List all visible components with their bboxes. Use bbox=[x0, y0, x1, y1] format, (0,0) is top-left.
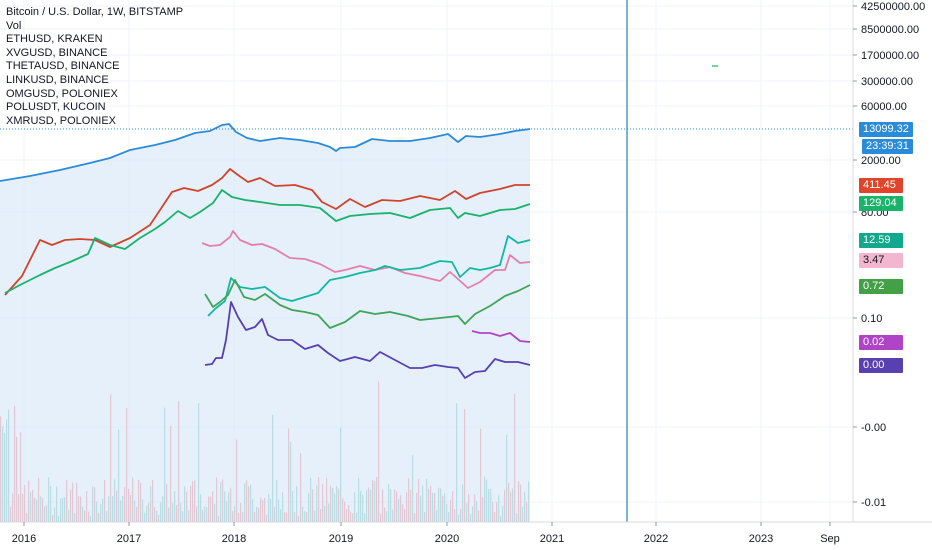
price-badge-omg: 0.72 bbox=[859, 279, 903, 294]
legend-item-vol[interactable]: Vol bbox=[6, 19, 22, 32]
series-line-xmr bbox=[204, 301, 531, 379]
series-line-pol bbox=[471, 330, 531, 343]
y-tick-label: 8500000.00 bbox=[861, 24, 919, 36]
y-tick-label: 0.10 bbox=[861, 313, 882, 325]
x-tick-label: 2017 bbox=[117, 533, 141, 545]
chart-legend: Bitcoin / U.S. Dollar, 1W, BITSTAMP Vol … bbox=[6, 6, 183, 128]
legend-item-ethusd[interactable]: ETHUSD, KRAKEN bbox=[6, 33, 103, 46]
x-tick-label: 2023 bbox=[749, 533, 773, 545]
x-tick-label: 2016 bbox=[12, 533, 36, 545]
y-tick-label: 1700000.00 bbox=[861, 50, 919, 62]
price-badge-btc: 13099.32 bbox=[859, 122, 913, 137]
series-line-theta bbox=[201, 230, 531, 289]
y-tick-label: 42500000.00 bbox=[861, 1, 925, 13]
series-line-xvg bbox=[4, 189, 531, 294]
btc-area-fill bbox=[0, 124, 530, 522]
series-line-link bbox=[207, 235, 531, 317]
y-tick-label: 2000.00 bbox=[861, 155, 901, 167]
x-tick-label: 2019 bbox=[329, 533, 353, 545]
x-tick-label: 2018 bbox=[222, 533, 246, 545]
legend-item-polusdt[interactable]: POLUSDT, KUCOIN bbox=[6, 101, 106, 114]
series-line-btc bbox=[0, 123, 531, 182]
price-badge-link: 12.59 bbox=[859, 233, 903, 248]
y-tick-label: -0.00 bbox=[861, 422, 886, 434]
legend-item-omgusd[interactable]: OMGUSD, POLONIEX bbox=[6, 87, 118, 100]
legend-item-linkusd[interactable]: LINKUSD, BINANCE bbox=[6, 73, 109, 86]
price-badge-theta: 3.47 bbox=[859, 253, 903, 268]
y-tick-label: -0.01 bbox=[861, 497, 886, 509]
x-tick-label: 2022 bbox=[644, 533, 668, 545]
legend-item-xvgusd[interactable]: XVGUSD, BINANCE bbox=[6, 46, 108, 59]
x-tick-label: Sep bbox=[820, 533, 840, 545]
legend-main-symbol[interactable]: Bitcoin / U.S. Dollar, 1W, BITSTAMP bbox=[6, 6, 184, 18]
price-badge-xmr: 0.00 bbox=[859, 358, 903, 373]
y-tick-label: 60000.00 bbox=[861, 101, 907, 113]
countdown-badge-btc: 23:39:31 bbox=[862, 139, 913, 154]
price-badge-xvg: 129.04 bbox=[859, 196, 903, 211]
x-tick-label: 2021 bbox=[540, 533, 564, 545]
legend-item-xmrusd[interactable]: XMRUSD, POLONIEX bbox=[6, 114, 117, 127]
legend-item-thetausd[interactable]: THETAUSD, BINANCE bbox=[6, 60, 120, 73]
price-badge-pol: 0.02 bbox=[859, 335, 903, 350]
series-line-omg bbox=[204, 279, 531, 329]
price-badge-eth: 411.45 bbox=[859, 178, 903, 193]
x-tick-label: 2020 bbox=[435, 533, 459, 545]
y-tick-label: 300000.00 bbox=[861, 76, 913, 88]
